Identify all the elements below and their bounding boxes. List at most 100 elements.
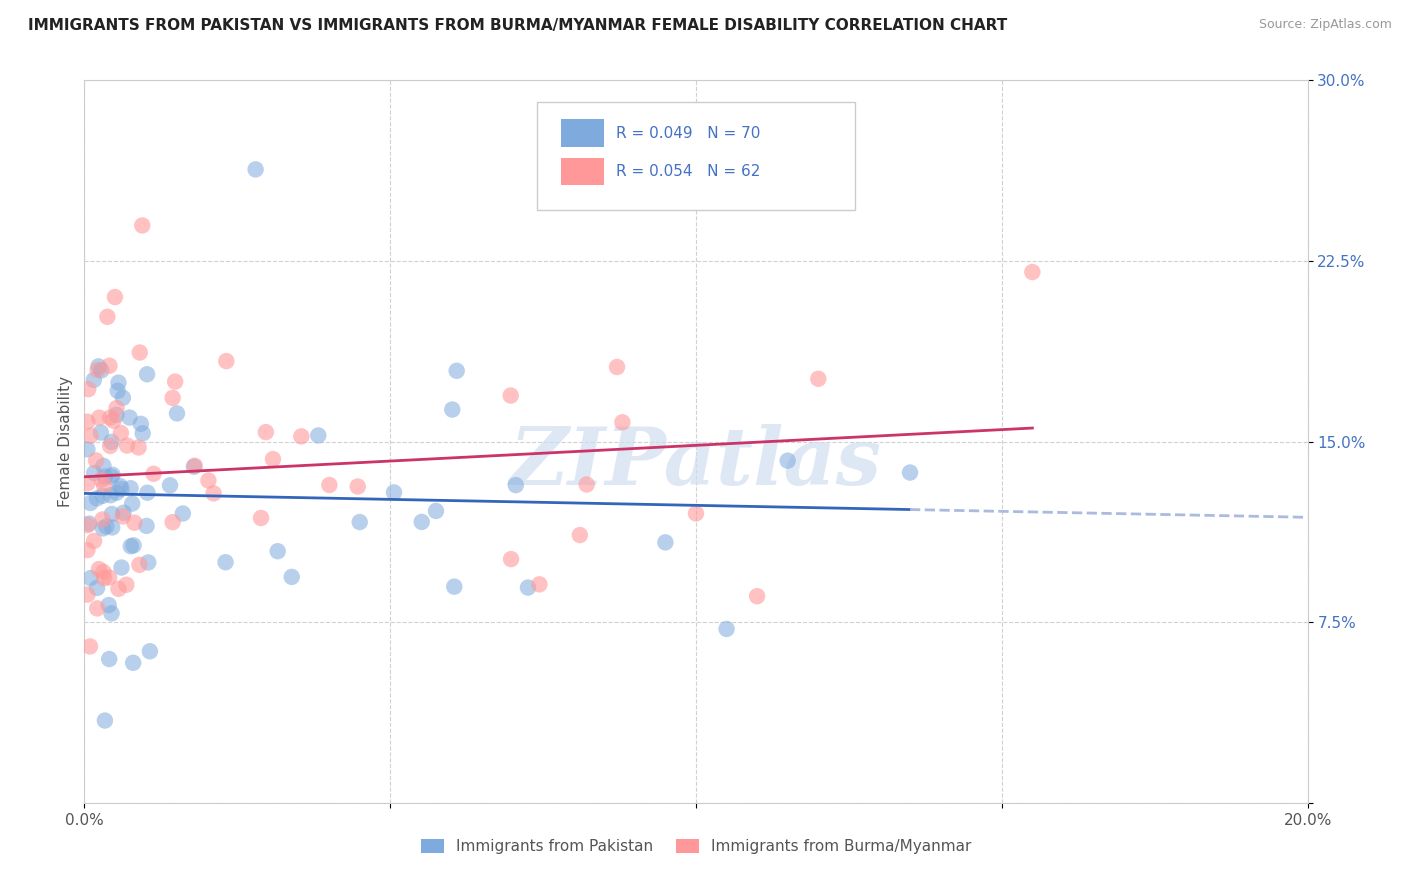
Immigrants from Burma/Myanmar [131,219,153,233]
Immigrants from Pakistan [101,507,124,521]
Immigrants from Pakistan [96,519,118,533]
Immigrants from Burma/Myanmar [262,452,284,467]
Immigrants from Burma/Myanmar [184,458,207,473]
Immigrants from Pakistan [349,515,371,529]
Immigrants from Pakistan [505,478,527,492]
Immigrants from Pakistan [654,535,676,549]
Immigrants from Pakistan [100,488,122,502]
Immigrants from Pakistan [107,376,129,390]
Immigrants from Burma/Myanmar [499,552,522,566]
Immigrants from Burma/Myanmar [89,410,111,425]
Immigrants from Burma/Myanmar [110,425,132,440]
Immigrants from Burma/Myanmar [98,570,121,584]
Immigrants from Burma/Myanmar [128,558,150,572]
Immigrants from Burma/Myanmar [499,388,522,402]
Immigrants from Burma/Myanmar [202,486,225,500]
Immigrants from Burma/Myanmar [83,533,105,548]
Immigrants from Burma/Myanmar [250,511,273,525]
Immigrants from Pakistan [100,607,122,621]
Immigrants from Burma/Myanmar [93,571,115,585]
Immigrants from Pakistan [776,453,799,467]
Immigrants from Burma/Myanmar [84,453,107,467]
Immigrants from Pakistan [716,622,738,636]
Immigrants from Pakistan [79,571,101,585]
Y-axis label: Female Disability: Female Disability [58,376,73,508]
Immigrants from Pakistan [118,410,141,425]
Immigrants from Burma/Myanmar [79,429,101,443]
Immigrants from Burma/Myanmar [87,562,110,576]
Immigrants from Pakistan [446,364,468,378]
Immigrants from Burma/Myanmar [568,528,591,542]
Immigrants from Pakistan [110,482,132,496]
Immigrants from Burma/Myanmar [1021,265,1043,279]
Immigrants from Pakistan [307,428,329,442]
Immigrants from Burma/Myanmar [93,565,115,579]
Immigrants from Pakistan [112,506,135,520]
Immigrants from Burma/Myanmar [346,479,368,493]
Text: R = 0.054   N = 62: R = 0.054 N = 62 [616,164,761,178]
Immigrants from Burma/Myanmar [79,640,101,654]
Immigrants from Pakistan [100,469,122,483]
Text: ZIPatlas: ZIPatlas [510,425,882,502]
Immigrants from Burma/Myanmar [215,354,238,368]
Immigrants from Burma/Myanmar [76,543,98,558]
Immigrants from Burma/Myanmar [124,516,146,530]
Immigrants from Pakistan [266,544,288,558]
Immigrants from Pakistan [76,442,98,457]
Immigrants from Burma/Myanmar [115,438,138,452]
Immigrants from Burma/Myanmar [98,410,121,425]
Immigrants from Pakistan [90,425,112,440]
Immigrants from Pakistan [87,359,110,374]
Immigrants from Pakistan [110,479,132,493]
Immigrants from Burma/Myanmar [77,382,100,396]
Text: IMMIGRANTS FROM PAKISTAN VS IMMIGRANTS FROM BURMA/MYANMAR FEMALE DISABILITY CORR: IMMIGRANTS FROM PAKISTAN VS IMMIGRANTS F… [28,18,1007,33]
Immigrants from Pakistan [131,426,153,441]
Immigrants from Pakistan [100,434,122,449]
Immigrants from Burma/Myanmar [142,467,165,481]
Immigrants from Pakistan [122,656,145,670]
Immigrants from Burma/Myanmar [115,578,138,592]
Immigrants from Pakistan [105,408,128,422]
Immigrants from Pakistan [111,391,134,405]
Immigrants from Pakistan [86,581,108,595]
Immigrants from Pakistan [86,491,108,506]
Immigrants from Burma/Myanmar [96,310,118,324]
Immigrants from Pakistan [159,478,181,492]
Immigrants from Burma/Myanmar [105,401,128,416]
Text: R = 0.049   N = 70: R = 0.049 N = 70 [616,126,761,141]
Immigrants from Burma/Myanmar [197,474,219,488]
Immigrants from Pakistan [77,516,100,531]
Immigrants from Pakistan [382,485,405,500]
Immigrants from Pakistan [90,363,112,377]
Immigrants from Pakistan [245,162,267,177]
Legend: Immigrants from Pakistan, Immigrants from Burma/Myanmar: Immigrants from Pakistan, Immigrants fro… [415,833,977,860]
Immigrants from Burma/Myanmar [128,345,150,359]
Immigrants from Pakistan [443,580,465,594]
Immigrants from Pakistan [107,384,129,398]
Immigrants from Pakistan [120,539,142,553]
Immigrants from Pakistan [129,417,152,431]
Immigrants from Pakistan [183,459,205,474]
Immigrants from Burma/Myanmar [290,429,312,443]
Immigrants from Pakistan [91,489,114,503]
Immigrants from Burma/Myanmar [90,473,112,487]
Immigrants from Burma/Myanmar [91,512,114,526]
Immigrants from Burma/Myanmar [76,518,98,533]
Immigrants from Pakistan [425,504,447,518]
Immigrants from Pakistan [94,469,117,483]
Immigrants from Pakistan [120,481,142,495]
Immigrants from Pakistan [98,652,121,666]
Immigrants from Burma/Myanmar [165,375,187,389]
Immigrants from Pakistan [172,507,194,521]
Immigrants from Pakistan [79,496,101,510]
Immigrants from Burma/Myanmar [76,476,98,491]
Immigrants from Burma/Myanmar [529,577,551,591]
Immigrants from Burma/Myanmar [162,391,184,405]
Immigrants from Burma/Myanmar [162,515,184,529]
Immigrants from Pakistan [101,467,124,482]
Bar [561,158,605,185]
Immigrants from Pakistan [110,560,132,574]
Immigrants from Pakistan [166,406,188,420]
Immigrants from Burma/Myanmar [76,588,98,602]
Immigrants from Burma/Myanmar [111,509,134,524]
